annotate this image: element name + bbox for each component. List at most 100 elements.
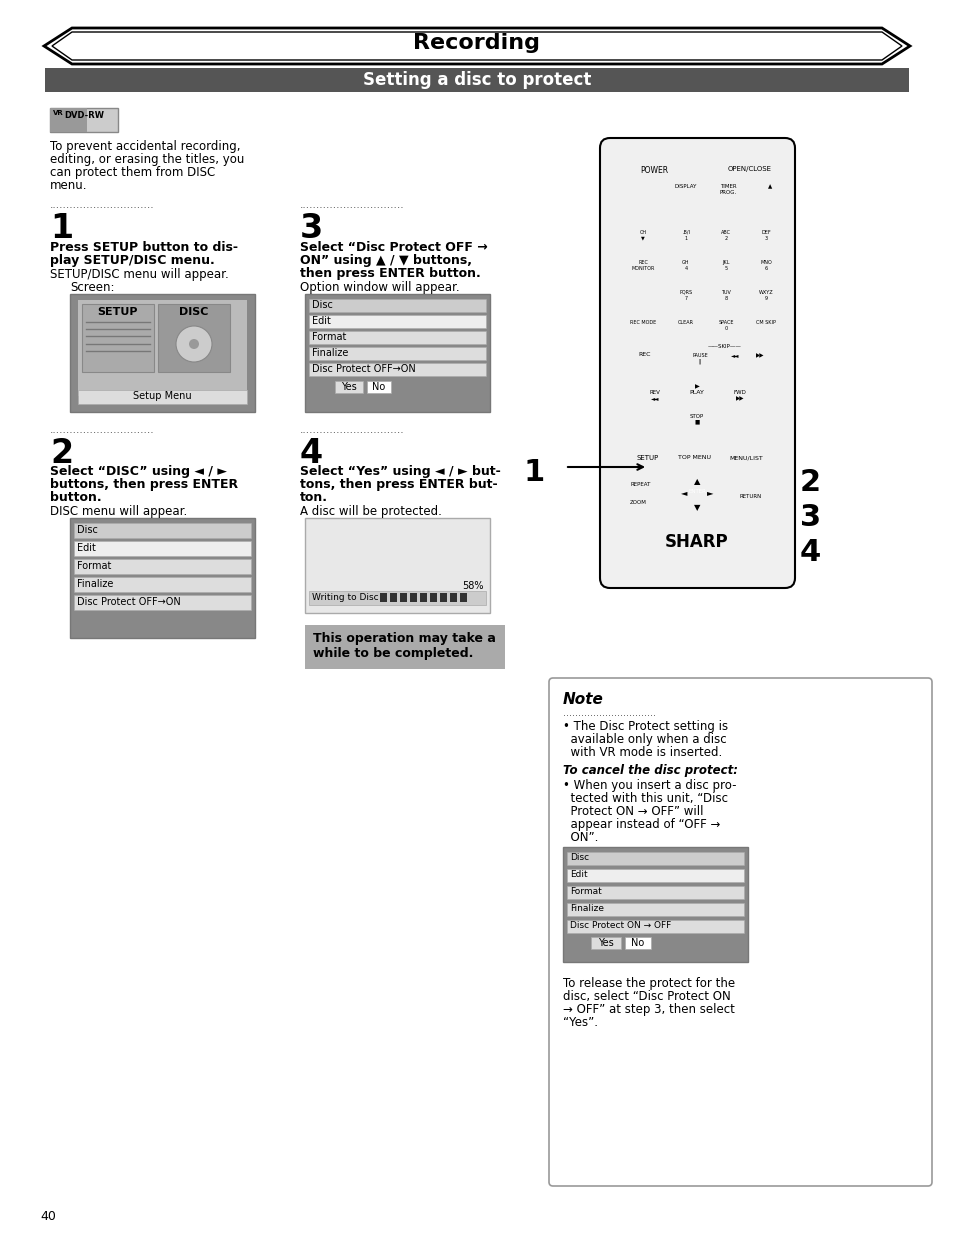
Bar — [379, 593, 387, 601]
Bar — [70, 294, 254, 412]
Text: Note: Note — [562, 692, 603, 706]
Bar — [78, 300, 247, 396]
Text: ▶
PLAY: ▶ PLAY — [689, 384, 703, 395]
Bar — [309, 363, 485, 375]
Text: SETUP: SETUP — [637, 454, 659, 461]
Text: This operation may take a: This operation may take a — [313, 632, 496, 645]
FancyBboxPatch shape — [619, 479, 661, 495]
Text: SHARP: SHARP — [664, 534, 728, 551]
Text: SETUP: SETUP — [97, 308, 138, 317]
Text: FWD
▶▶: FWD ▶▶ — [733, 390, 745, 401]
Text: WXYZ
9: WXYZ 9 — [758, 290, 773, 301]
Text: Disc: Disc — [77, 525, 98, 535]
Bar — [562, 847, 747, 962]
Circle shape — [758, 287, 773, 303]
Bar — [335, 382, 363, 393]
Text: RETURN: RETURN — [740, 494, 761, 499]
Text: DISC: DISC — [179, 308, 209, 317]
Text: Edit: Edit — [569, 869, 587, 879]
Bar — [158, 304, 230, 372]
Text: Setting a disc to protect: Setting a disc to protect — [362, 70, 591, 89]
Circle shape — [687, 484, 705, 501]
Text: REC MODE: REC MODE — [629, 320, 656, 325]
Bar — [624, 937, 650, 948]
Text: 3: 3 — [299, 212, 323, 245]
Circle shape — [678, 287, 693, 303]
Bar — [566, 920, 743, 932]
Text: 4: 4 — [299, 437, 323, 471]
Text: REC: REC — [639, 352, 651, 357]
Text: 2: 2 — [50, 437, 73, 471]
Text: 2: 2 — [800, 468, 821, 496]
Text: SPACE
0: SPACE 0 — [718, 320, 733, 331]
Circle shape — [682, 374, 710, 403]
Circle shape — [175, 326, 212, 362]
Text: tons, then press ENTER but-: tons, then press ENTER but- — [299, 478, 497, 492]
Text: VR: VR — [53, 110, 64, 116]
Circle shape — [635, 226, 650, 242]
Circle shape — [758, 316, 773, 332]
Bar — [309, 592, 485, 605]
Text: 3: 3 — [800, 503, 821, 532]
Text: ON”.: ON”. — [562, 831, 598, 844]
Text: REV
◄◄: REV ◄◄ — [649, 390, 659, 401]
Bar — [309, 331, 485, 345]
Text: appear instead of “OFF →: appear instead of “OFF → — [562, 818, 720, 831]
Text: ◄: ◄ — [680, 488, 687, 496]
Text: Disc Protect OFF→ON: Disc Protect OFF→ON — [312, 364, 416, 374]
Text: ...............................: ............................... — [50, 200, 154, 210]
Bar — [70, 517, 254, 638]
Text: Protect ON → OFF” will: Protect ON → OFF” will — [562, 805, 702, 818]
Text: Disc: Disc — [569, 853, 589, 862]
Bar — [305, 517, 490, 613]
Text: ►: ► — [706, 488, 713, 496]
Text: Select “Yes” using ◄ / ► but-: Select “Yes” using ◄ / ► but- — [299, 466, 500, 478]
Bar — [566, 852, 743, 864]
Text: ▲: ▲ — [693, 477, 700, 487]
Text: ...............................: ............................... — [562, 708, 656, 718]
Text: No: No — [631, 939, 644, 948]
Text: Format: Format — [312, 332, 346, 342]
Bar — [309, 347, 485, 359]
FancyBboxPatch shape — [599, 138, 794, 588]
Bar — [439, 593, 447, 601]
Text: TUV
8: TUV 8 — [720, 290, 730, 301]
Text: To release the protect for the: To release the protect for the — [562, 977, 735, 990]
Bar — [74, 522, 251, 538]
Text: menu.: menu. — [50, 179, 88, 191]
FancyBboxPatch shape — [548, 678, 931, 1186]
Bar — [50, 107, 118, 132]
Text: Finalize: Finalize — [569, 904, 603, 913]
Text: Press SETUP button to dis-: Press SETUP button to dis- — [50, 241, 237, 254]
Text: DISC menu will appear.: DISC menu will appear. — [50, 505, 187, 517]
Bar — [450, 593, 456, 601]
Text: ▲: ▲ — [767, 184, 771, 189]
Text: ...............................: ............................... — [299, 200, 404, 210]
Text: Edit: Edit — [77, 543, 95, 553]
Text: REPEAT: REPEAT — [630, 482, 651, 487]
Text: Edit: Edit — [312, 316, 331, 326]
Text: TIMER
PROG.: TIMER PROG. — [719, 184, 736, 195]
Text: disc, select “Disc Protect ON: disc, select “Disc Protect ON — [562, 990, 730, 1003]
Bar — [459, 593, 467, 601]
Text: can protect them from DISC: can protect them from DISC — [50, 165, 215, 179]
Text: SETUP/DISC menu will appear.: SETUP/DISC menu will appear. — [50, 268, 229, 282]
Bar — [390, 593, 396, 601]
Text: ton.: ton. — [299, 492, 328, 504]
Text: → OFF” at step 3, then select: → OFF” at step 3, then select — [562, 1003, 734, 1016]
Text: buttons, then press ENTER: buttons, then press ENTER — [50, 478, 238, 492]
Text: ABC
2: ABC 2 — [720, 230, 730, 241]
Bar — [566, 903, 743, 916]
Bar — [679, 485, 714, 501]
Text: Recording: Recording — [413, 33, 540, 53]
Text: tected with this unit, “Disc: tected with this unit, “Disc — [562, 792, 727, 805]
Circle shape — [628, 180, 660, 212]
Text: “Yes”.: “Yes”. — [562, 1016, 598, 1029]
Bar — [74, 595, 251, 610]
Text: Select “DISC” using ◄ / ►: Select “DISC” using ◄ / ► — [50, 466, 227, 478]
Text: 4: 4 — [800, 538, 821, 567]
Text: Format: Format — [77, 561, 112, 571]
Text: .B/I
1: .B/I 1 — [681, 230, 689, 241]
Bar — [74, 559, 251, 574]
Bar — [50, 107, 88, 132]
